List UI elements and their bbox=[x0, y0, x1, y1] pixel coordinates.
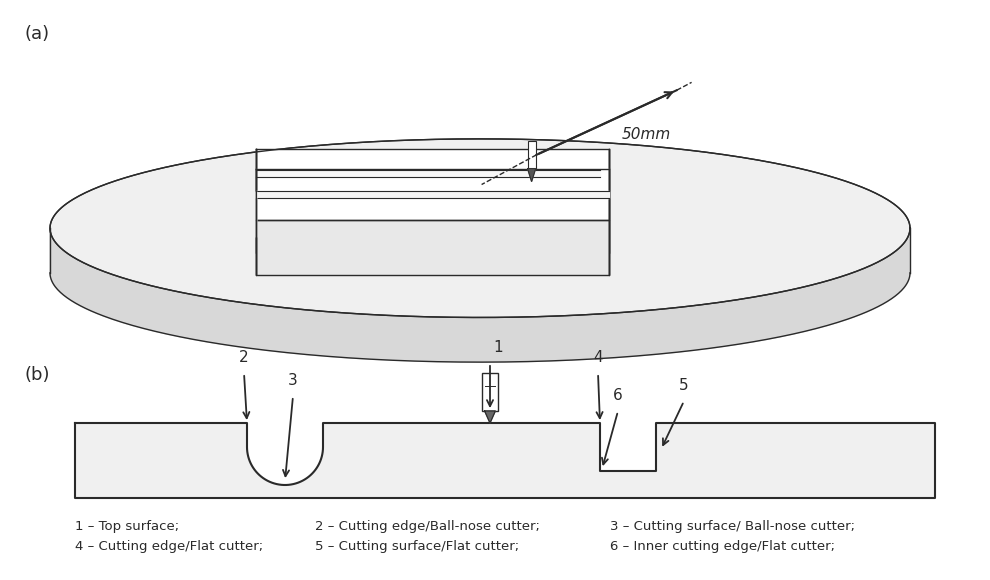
Polygon shape bbox=[528, 169, 536, 182]
Text: 4: 4 bbox=[593, 350, 603, 365]
Text: 1: 1 bbox=[493, 340, 503, 355]
Text: 2 – Cutting edge/Ball-nose cutter;: 2 – Cutting edge/Ball-nose cutter; bbox=[315, 520, 540, 533]
Polygon shape bbox=[256, 198, 609, 253]
Text: 50mm: 50mm bbox=[622, 128, 671, 143]
Text: 5 – Cutting surface/Flat cutter;: 5 – Cutting surface/Flat cutter; bbox=[315, 540, 519, 553]
Polygon shape bbox=[256, 171, 600, 177]
Text: 4 – Cutting edge/Flat cutter;: 4 – Cutting edge/Flat cutter; bbox=[75, 540, 263, 553]
Polygon shape bbox=[256, 169, 609, 220]
Polygon shape bbox=[256, 148, 609, 198]
Bar bbox=[528, 141, 536, 169]
Text: 6 – Inner cutting edge/Flat cutter;: 6 – Inner cutting edge/Flat cutter; bbox=[610, 540, 835, 553]
Polygon shape bbox=[256, 191, 609, 198]
Polygon shape bbox=[50, 228, 910, 362]
Polygon shape bbox=[75, 423, 935, 498]
Text: 3 – Cutting surface/ Ball-nose cutter;: 3 – Cutting surface/ Ball-nose cutter; bbox=[610, 520, 855, 533]
Text: 5: 5 bbox=[679, 378, 689, 393]
Polygon shape bbox=[256, 220, 609, 274]
Text: (b): (b) bbox=[25, 366, 50, 384]
Text: 6: 6 bbox=[613, 388, 623, 403]
Text: 3: 3 bbox=[288, 373, 298, 388]
Text: (a): (a) bbox=[25, 25, 50, 43]
Text: 1 – Top surface;: 1 – Top surface; bbox=[75, 520, 179, 533]
Polygon shape bbox=[50, 139, 910, 317]
Polygon shape bbox=[485, 411, 495, 423]
Text: 2: 2 bbox=[240, 350, 248, 365]
Bar bbox=[482, 373, 498, 411]
